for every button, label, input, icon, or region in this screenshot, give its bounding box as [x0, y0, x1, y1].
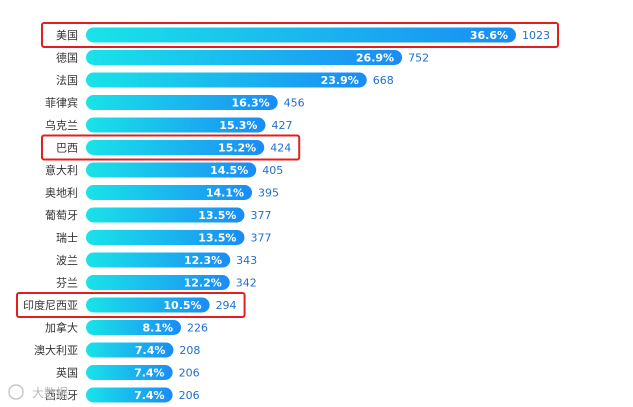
percent-label: 7.4% — [134, 389, 165, 402]
value-label: 206 — [179, 367, 200, 380]
bar — [86, 252, 231, 268]
highlight-group — [16, 22, 559, 318]
bar — [86, 162, 257, 178]
value-label: 342 — [236, 277, 257, 290]
category-label: 奥地利 — [45, 186, 78, 200]
value-label: 377 — [250, 209, 271, 222]
percent-label: 8.1% — [142, 322, 173, 335]
percent-label: 15.3% — [219, 119, 257, 132]
value-label: 456 — [284, 97, 305, 110]
percent-label: 12.3% — [184, 254, 222, 267]
value-label: 226 — [187, 322, 208, 335]
percent-label: 7.4% — [135, 344, 166, 357]
bar — [86, 117, 266, 133]
bar — [86, 320, 181, 335]
value-label: 424 — [270, 142, 291, 155]
bar — [86, 365, 173, 380]
category-label: 加拿大 — [45, 321, 78, 335]
value-label: 427 — [271, 119, 292, 132]
watermark-logo-icon — [8, 384, 24, 400]
category-label: 印度尼西亚 — [23, 298, 78, 312]
watermark: 大数据 — [8, 384, 68, 400]
value-label: 377 — [250, 232, 271, 245]
percent-label: 23.9% — [321, 74, 359, 87]
watermark-text: 大数据 — [32, 385, 68, 400]
bar — [86, 50, 403, 65]
category-label: 菲律宾 — [45, 96, 78, 110]
bar — [86, 297, 210, 313]
category-label: 法国 — [56, 73, 78, 87]
percent-label: 14.1% — [206, 187, 244, 200]
percent-label: 13.5% — [198, 232, 236, 245]
value-label: 343 — [236, 254, 257, 267]
category-label: 美国 — [56, 29, 78, 42]
highlight-box — [41, 22, 559, 48]
bar — [86, 207, 245, 223]
percent-label: 26.9% — [356, 52, 394, 65]
value-label: 208 — [179, 344, 200, 357]
value-label: 405 — [262, 164, 283, 177]
percent-label: 12.2% — [184, 277, 222, 290]
value-label: 294 — [216, 299, 237, 312]
highlight-box — [16, 292, 246, 318]
value-label: 752 — [408, 52, 429, 65]
category-label: 意大利 — [45, 163, 78, 177]
value-label: 668 — [373, 74, 394, 87]
category-label: 芬兰 — [56, 277, 78, 290]
category-label: 西班牙 — [45, 389, 78, 402]
bar — [86, 185, 253, 200]
category-label: 英国 — [56, 366, 78, 380]
category-label: 乌克兰 — [45, 118, 78, 132]
bar — [86, 27, 516, 43]
category-label: 巴西 — [56, 142, 78, 155]
highlight-box — [41, 134, 301, 161]
percent-label: 15.2% — [218, 142, 256, 155]
percent-label: 16.3% — [231, 97, 269, 110]
bar — [86, 72, 367, 88]
percent-label: 13.5% — [198, 209, 236, 222]
bar — [86, 342, 174, 358]
category-label: 德国 — [56, 51, 78, 65]
value-label: 206 — [179, 389, 200, 402]
category-label: 澳大利亚 — [34, 343, 78, 357]
bar — [86, 95, 278, 110]
bar — [86, 140, 265, 155]
category-label: 波兰 — [56, 254, 78, 267]
percent-label: 36.6% — [470, 29, 508, 42]
value-label: 1023 — [522, 29, 550, 42]
category-label: 瑞士 — [56, 231, 78, 245]
percent-label: 10.5% — [163, 299, 201, 312]
percent-label: 14.5% — [210, 164, 248, 177]
value-label: 395 — [258, 187, 279, 200]
bar — [86, 230, 245, 245]
category-label: 葡萄牙 — [45, 209, 78, 222]
percent-label: 7.4% — [134, 367, 165, 380]
bar — [86, 387, 173, 403]
bar — [86, 275, 230, 290]
